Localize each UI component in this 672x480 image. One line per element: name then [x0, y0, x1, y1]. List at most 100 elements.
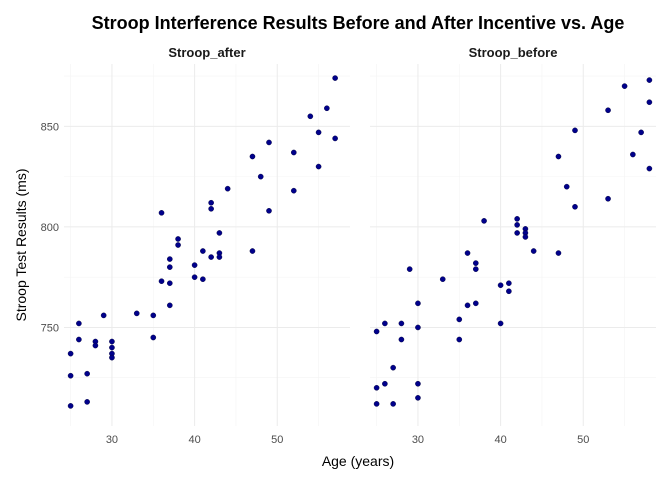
data-point: [382, 320, 388, 327]
data-point: [84, 370, 90, 377]
data-point: [290, 149, 297, 156]
x-tick-label: 50: [271, 434, 283, 446]
data-point: [167, 256, 173, 262]
y-tick-label: 800: [41, 222, 59, 234]
data-point: [373, 384, 380, 391]
data-point: [224, 185, 231, 192]
y-axis-label: Stroop Test Results (ms): [13, 168, 29, 321]
data-point: [530, 248, 537, 254]
x-tick-label: 50: [577, 434, 589, 446]
panel-stroop-before: Stroop_before 30 40 50: [370, 45, 656, 446]
data-point: [208, 254, 214, 260]
data-point: [514, 230, 520, 236]
data-point: [456, 336, 463, 343]
data-point: [76, 320, 82, 327]
data-point: [605, 107, 611, 114]
y-tick-label: 850: [41, 121, 59, 133]
data-point: [175, 242, 181, 248]
data-point: [315, 129, 322, 136]
data-point: [464, 250, 471, 256]
data-point: [208, 199, 214, 206]
data-point: [415, 380, 421, 387]
data-point: [415, 395, 421, 401]
data-point: [398, 320, 405, 327]
x-tick-label: 40: [188, 434, 200, 446]
x-tick-label: 40: [494, 434, 506, 446]
data-point: [621, 83, 628, 89]
data-point: [109, 338, 115, 345]
data-point: [133, 310, 140, 317]
data-point: [390, 401, 396, 407]
data-point: [646, 77, 653, 83]
data-point: [522, 234, 529, 240]
data-point: [92, 342, 99, 349]
data-point: [67, 372, 74, 379]
data-point: [200, 248, 206, 254]
data-point: [84, 399, 90, 405]
data-point: [514, 216, 520, 222]
data-point: [497, 320, 504, 327]
data-point: [415, 324, 421, 331]
data-point: [605, 195, 611, 202]
facet-label: Stroop_after: [168, 45, 245, 60]
data-point: [473, 260, 479, 266]
data-point: [406, 266, 413, 272]
data-point: [398, 336, 405, 343]
facet-label: Stroop_before: [469, 45, 558, 60]
data-point: [563, 183, 570, 190]
data-point: [67, 403, 74, 409]
data-point: [200, 276, 206, 282]
data-point: [249, 153, 256, 160]
data-point: [216, 230, 223, 236]
panel-stroop-after: Stroop_after 30 40 50 750 800 850: [41, 45, 350, 446]
x-tick-label: 30: [106, 434, 118, 446]
data-point: [100, 312, 107, 319]
data-point: [266, 208, 272, 214]
facet-panels: Stroop_after 30 40 50 750 800 850 Stroop_before…: [41, 45, 656, 446]
data-point: [506, 288, 512, 295]
data-point: [572, 203, 578, 210]
chart-title: Stroop Interference Results Before and A…: [92, 13, 625, 33]
data-point: [555, 250, 562, 256]
data-point: [208, 205, 214, 212]
data-point: [150, 334, 157, 341]
data-point: [76, 336, 82, 343]
data-point: [158, 278, 165, 285]
data-point: [481, 218, 487, 224]
data-point: [158, 210, 165, 216]
data-point: [167, 280, 173, 287]
data-point: [290, 187, 297, 194]
data-point: [373, 328, 380, 335]
data-point: [473, 266, 479, 272]
data-point: [67, 350, 74, 357]
data-point: [439, 276, 446, 282]
data-point: [249, 248, 256, 254]
data-point: [315, 163, 322, 170]
data-point: [638, 129, 644, 136]
data-point: [324, 105, 330, 112]
data-point: [415, 300, 421, 307]
data-point: [572, 127, 578, 134]
data-point: [630, 151, 636, 158]
data-point: [109, 344, 115, 351]
data-point: [514, 222, 520, 228]
data-point: [497, 282, 504, 289]
data-point: [167, 264, 173, 270]
data-point: [456, 316, 463, 323]
data-point: [307, 113, 314, 120]
data-point: [191, 262, 198, 268]
data-point: [506, 280, 512, 287]
data-point: [555, 153, 562, 160]
data-point: [150, 312, 157, 319]
data-point: [216, 254, 223, 260]
data-point: [167, 302, 173, 309]
data-point: [332, 135, 338, 142]
x-tick-label: 30: [412, 434, 424, 446]
data-point: [646, 165, 653, 172]
data-point: [390, 364, 396, 371]
data-point: [257, 173, 264, 180]
data-point: [175, 236, 181, 242]
data-point: [382, 380, 388, 387]
data-point: [646, 99, 653, 106]
